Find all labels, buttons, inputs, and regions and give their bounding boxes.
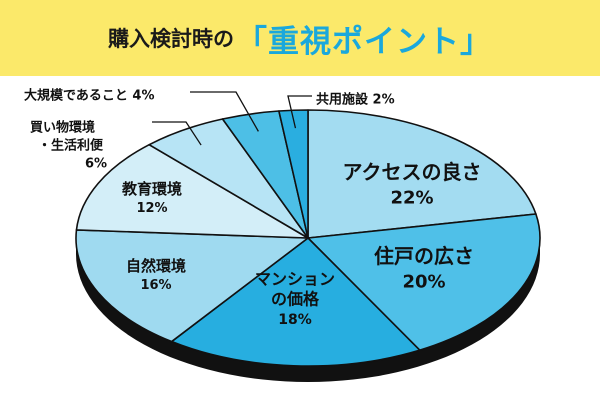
callout-label-8: 共用施設 2% [316,92,395,108]
slice-value-5: 12% [136,201,167,216]
pie-slice-5 [75,143,309,239]
callout-line-7 [190,91,259,132]
chart-title: 購入検討時の 「重視ポイント」 [0,0,600,76]
slice-label-3-line-1: マンション [255,270,335,289]
slice-value-4: 16% [140,278,171,293]
callout-line-6 [152,121,202,146]
slice-label-2-line-1: 住戸の広さ [374,244,474,268]
callout-line-8 [287,95,312,129]
pie-slice-1 [307,109,537,239]
callout-label-6-line-2: ・生活利便 [38,138,104,154]
slice-label-3-line-2: の価格 [271,290,320,309]
title-band [0,0,600,76]
callout-label-6-line-1: 買い物環境 [30,120,95,136]
slice-label-5-line-1: 教育環境 [121,180,182,198]
slice-value-1: 22% [390,188,433,209]
slice-value-3: 18% [278,312,312,328]
slice-label-4-line-1: 自然環境 [126,257,186,275]
callout-label-7: 大規模であること 4% [24,88,154,104]
chart-title-prefix: 購入検討時の [108,27,234,51]
callout-value-6: 6% [85,157,107,172]
pie-slices [75,109,541,367]
callout-lines [152,91,312,146]
slice-value-2: 20% [402,272,445,293]
pie-slice-4 [75,229,309,343]
slice-label-1-line-1: アクセスの良さ [343,160,482,184]
chart-title-highlight: 「重視ポイント」 [236,23,492,60]
pie-slice-8 [278,109,309,239]
pie-slice-2 [307,213,541,351]
pie-slice-3 [170,237,421,367]
